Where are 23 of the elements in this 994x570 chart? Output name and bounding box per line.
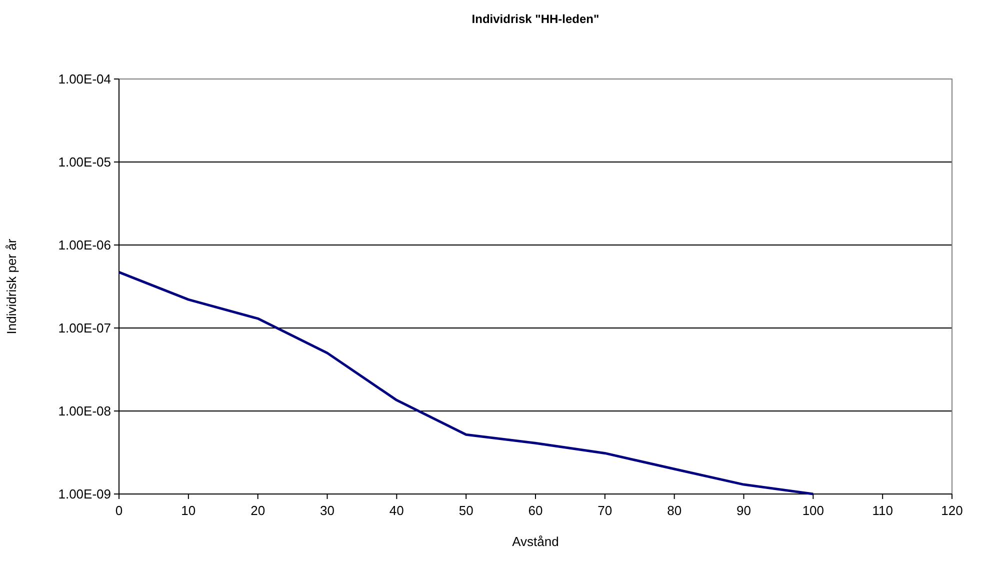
x-tick-label: 80 <box>667 503 682 518</box>
x-tick-label: 100 <box>802 503 824 518</box>
x-tick-label: 60 <box>528 503 543 518</box>
x-tick-label: 90 <box>736 503 751 518</box>
x-tick-label: 10 <box>181 503 196 518</box>
x-tick-label: 110 <box>872 503 893 518</box>
x-tick-label: 20 <box>250 503 266 518</box>
x-tick-label: 70 <box>598 503 612 518</box>
y-tick-label: 1.00E-04 <box>58 72 111 87</box>
x-tick-label: 120 <box>941 503 963 518</box>
x-tick-label: 40 <box>389 503 404 518</box>
y-tick-label: 1.00E-08 <box>58 404 111 419</box>
y-tick-label: 1.00E-07 <box>58 320 111 336</box>
y-tick-label: 1.00E-05 <box>58 154 111 170</box>
y-tick-label: 1.00E-06 <box>58 238 111 253</box>
x-tick-label: 50 <box>458 503 474 518</box>
chart-title: Individrisk "HH-leden" <box>472 12 600 26</box>
line-series <box>118 270 814 496</box>
x-tick-label: 0 <box>115 503 123 518</box>
x-axis-title: Avstånd <box>512 534 559 549</box>
y-tick-label: 1.00E-09 <box>58 486 111 502</box>
y-axis-title: Individrisk per år <box>4 238 19 334</box>
x-tick-label: 30 <box>320 503 334 518</box>
